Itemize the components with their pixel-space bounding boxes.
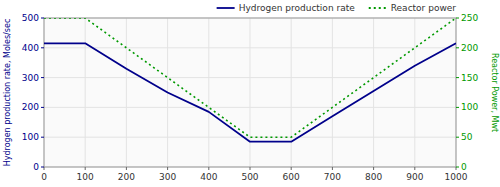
y-tick-label: 200 [22,102,39,112]
legend-item: Reactor power [369,3,457,13]
x-tick [332,167,333,170]
x-tick [208,167,209,170]
y2-tick-label: 250 [461,13,478,23]
x-tick [414,167,415,170]
x-tick [126,167,127,170]
legend-label: Reactor power [391,3,457,13]
legend-swatch [217,7,235,9]
x-tick [85,167,86,170]
series-line [44,43,456,141]
x-tick-label: 1000 [445,172,468,182]
x-grid-line [208,18,209,167]
legend-item: Hydrogen production rate [217,3,356,13]
x-grid-line [291,18,292,167]
y-tick [41,107,44,108]
chart: 0100200300400500600700800900100001002003… [0,0,500,187]
y2-tick-label: 150 [461,73,478,83]
grid [44,18,456,167]
series-group [44,18,456,142]
legend-label: Hydrogen production rate [239,3,356,13]
x-tick-label: 100 [77,172,94,182]
y-grid-line [44,137,456,138]
y-grid-line [44,47,456,48]
x-grid-line [373,18,374,167]
y2-axis: 0 50 100 150 200 250 Reactor Power, Mwt [456,13,499,172]
plot-area [44,18,456,167]
plot-frame [44,18,456,167]
y-tick-label: 100 [22,132,39,142]
x-axis: 0 100 200 300 400 500 600 700 800 900 1000 [41,167,468,182]
x-grid-line [250,18,251,167]
y2-tick [456,167,459,168]
y-tick-label: 500 [22,13,39,23]
x-tick [250,167,251,170]
y2-tick [456,18,459,19]
y-tick-label: 300 [22,73,39,83]
x-tick-label: 0 [41,172,47,182]
x-tick [373,167,374,170]
y2-tick [456,137,459,138]
x-tick-label: 400 [200,172,217,182]
x-tick-label: 900 [406,172,423,182]
x-tick-label: 300 [159,172,176,182]
y2-tick [456,47,459,48]
y-tick [41,137,44,138]
x-tick-label: 800 [365,172,382,182]
x-grid-line [85,18,86,167]
y-tick [41,167,44,168]
x-grid-line [126,18,127,167]
x-tick-label: 200 [118,172,135,182]
y2-axis-label: Reactor Power, Mwt [490,53,499,132]
x-tick [291,167,292,170]
x-tick-label: 700 [324,172,341,182]
y2-tick [456,77,459,78]
y2-tick-label: 200 [461,43,478,53]
x-tick [167,167,168,170]
y2-tick-label: 50 [461,132,473,142]
legend: Hydrogen production rate Reactor power [217,3,457,13]
y-axis-label: Hydrogen production rate, Moles/sec [3,19,12,167]
y2-tick-label: 100 [461,102,478,112]
y-tick [41,47,44,48]
y-tick [41,18,44,19]
y2-tick-label: 0 [461,162,467,172]
y-grid-line [44,107,456,108]
y-axis: 0 100 200 300 400 500 Hydrogen production rate… [3,13,44,172]
y-tick [41,77,44,78]
legend-swatch [369,7,387,9]
x-grid-line [414,18,415,167]
series-line [44,18,456,137]
x-tick-label: 500 [241,172,258,182]
y-tick-label: 400 [22,43,39,53]
y2-tick [456,107,459,108]
x-tick-label: 600 [283,172,300,182]
x-grid-line [332,18,333,167]
y-tick-label: 0 [33,162,39,172]
